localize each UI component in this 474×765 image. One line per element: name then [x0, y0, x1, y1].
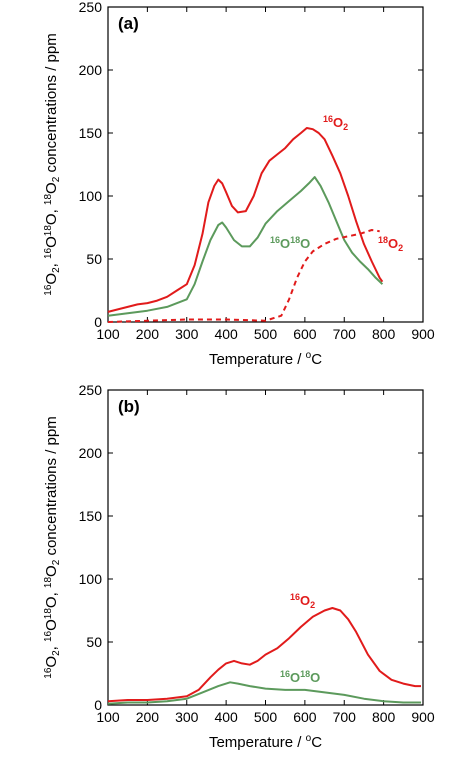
x-axis-label: Temperature / oC: [209, 733, 322, 751]
y-tick-label: 0: [94, 314, 102, 330]
y-tick-label: 250: [79, 382, 103, 398]
plot-frame: [107, 6, 424, 323]
y-axis-label: 16O2, 16O18O, 18O2 concentrations / ppm: [43, 416, 62, 678]
x-tick-label: 200: [136, 709, 160, 725]
series-label-o16o18: 16O18O: [270, 235, 310, 251]
panel-label: (a): [118, 14, 139, 33]
series-label-o16o18: 16O18O: [280, 669, 320, 685]
x-tick-label: 200: [136, 326, 160, 342]
panel-b: 100 200 300 400 500 600 700 800 900 0 50 100 150 200 2…: [43, 382, 435, 751]
y-tick-label: 100: [79, 188, 103, 204]
x-tick-label: 600: [293, 326, 317, 342]
series-label-o2-18: 18O2: [378, 235, 403, 253]
series-line-o2-16: [107, 127, 384, 313]
y-axis-label: 16O2, 16O18O, 18O2 concentrations / ppm: [43, 33, 62, 295]
x-tick-label: 800: [372, 709, 396, 725]
x-tick-label: 300: [175, 326, 199, 342]
y-tick-label: 150: [79, 125, 103, 141]
x-tick-label: 800: [372, 326, 396, 342]
x-tick-label: 500: [254, 709, 278, 725]
series-label-o2-16: 16O2: [323, 114, 348, 132]
y-tick-label: 200: [79, 445, 103, 461]
y-tick-label: 250: [79, 0, 103, 15]
x-tick-label: 100: [96, 709, 120, 725]
series-line-o16o18: [107, 176, 384, 317]
panel-a: 100 200 300 400 500 600 700 800 900 0 50 100 150 200 2…: [43, 0, 435, 368]
y-tick-label: 50: [86, 634, 102, 650]
series-line-o2-16: [107, 607, 421, 703]
x-tick-label: 100: [96, 326, 120, 342]
y-tick-label: 50: [86, 251, 102, 267]
x-tick-label: 400: [214, 326, 238, 342]
y-tick-label: 0: [94, 697, 102, 713]
series-line-o2-18: [107, 229, 380, 323]
x-tick-label: 400: [214, 709, 238, 725]
series-line-o16o18: [107, 681, 421, 705]
plot-frame: [107, 389, 424, 706]
x-tick-label: 500: [254, 326, 278, 342]
x-tick-label: 700: [333, 326, 357, 342]
x-tick-label: 700: [333, 709, 357, 725]
series-label-o2-16: 16O2: [290, 592, 315, 610]
x-tick-label: 600: [293, 709, 317, 725]
y-tick-label: 100: [79, 571, 103, 587]
y-tick-label: 200: [79, 62, 103, 78]
x-tick-label: 300: [175, 709, 199, 725]
x-axis-label: Temperature / oC: [209, 350, 322, 368]
y-tick-label: 150: [79, 508, 103, 524]
panel-label: (b): [118, 397, 140, 416]
x-tick-label: 900: [411, 709, 435, 725]
x-tick-label: 900: [411, 326, 435, 342]
